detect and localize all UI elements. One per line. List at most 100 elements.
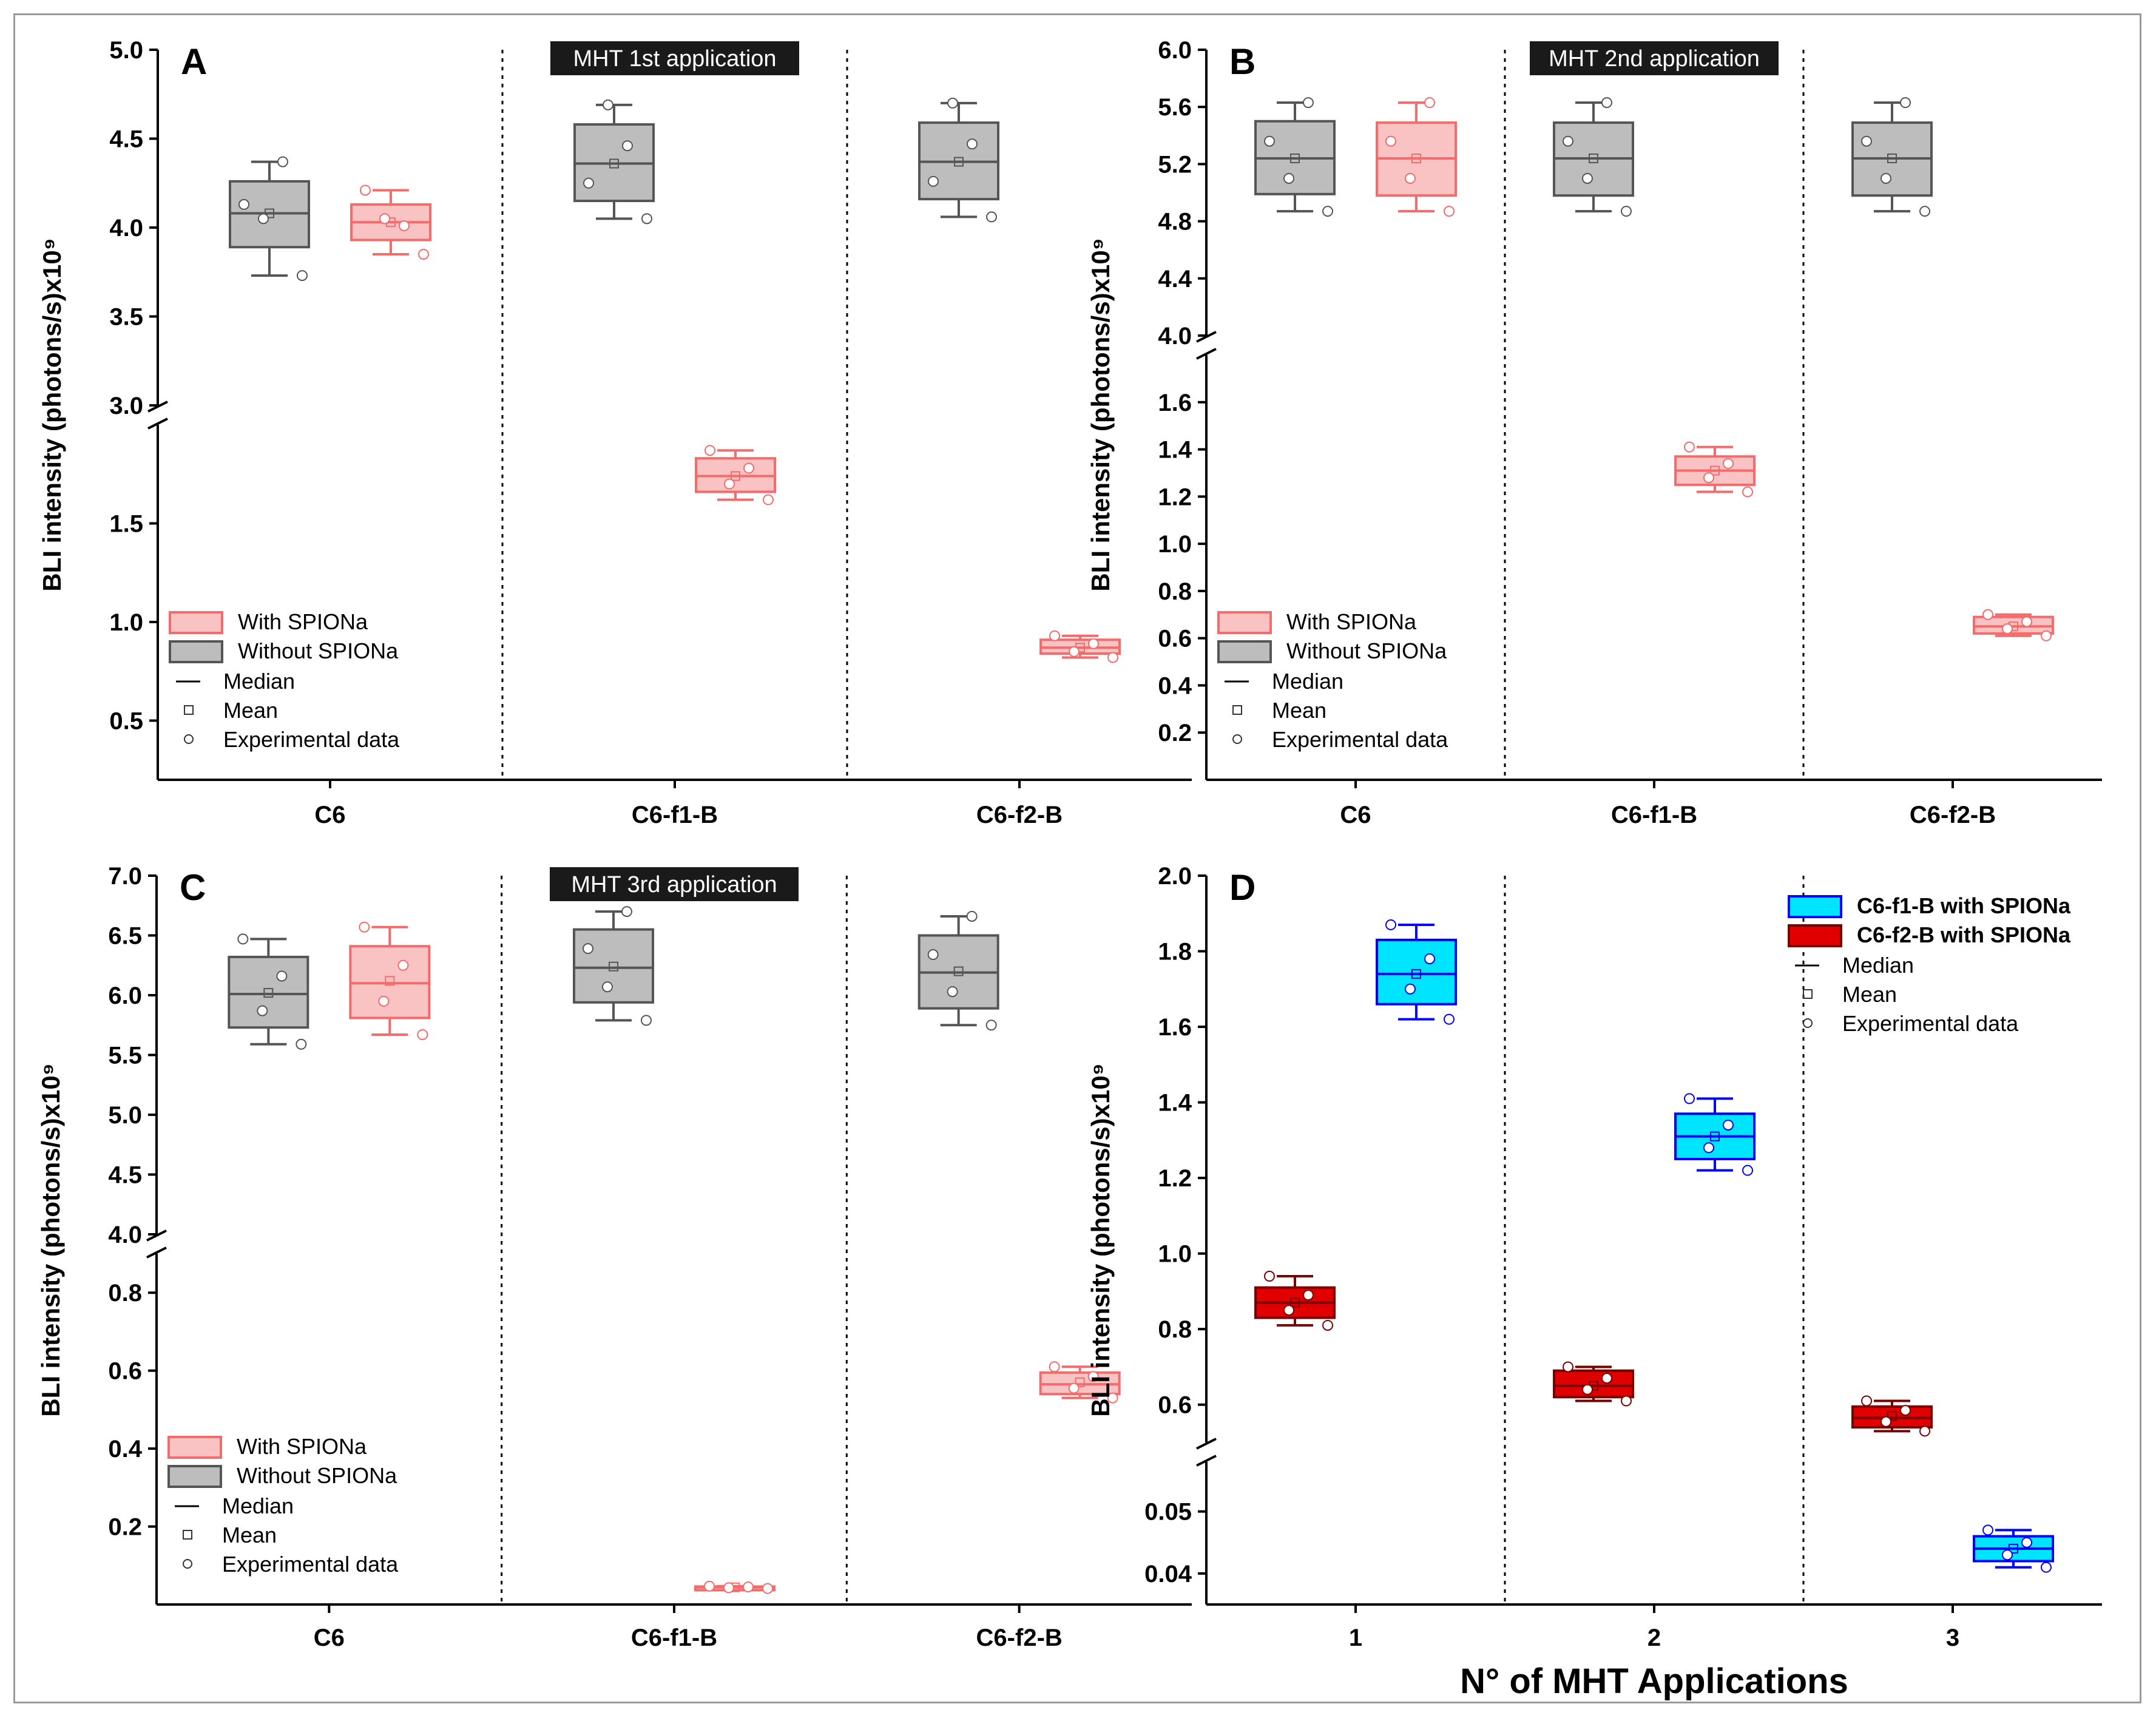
data-point [1621, 1395, 1632, 1407]
data-point [1283, 172, 1294, 184]
legend-label: Experimental data [1272, 727, 1448, 752]
data-point [1088, 638, 1099, 649]
box-C6-f1-B-gray [573, 906, 654, 1026]
application-label-box [1530, 41, 1779, 75]
box-C6-f2-B-red [1039, 630, 1121, 663]
data-point [583, 177, 594, 189]
data-point [379, 213, 390, 225]
data-point [1264, 1271, 1275, 1282]
mean-marker [954, 157, 964, 167]
y-tick-label: 4.0 [1158, 323, 1192, 350]
application-label: MHT 2nd application [1549, 46, 1760, 72]
mean-marker [265, 208, 274, 218]
data-point [1881, 172, 1891, 184]
legend-label: Mean [222, 1523, 277, 1547]
y-tick-label: 0.8 [108, 1280, 142, 1307]
x-tick-label: C6-f1-B [632, 802, 718, 828]
data-point [378, 995, 390, 1007]
legend-swatch [169, 640, 223, 663]
box-iqr [573, 928, 654, 1004]
y-tick-label: 7.0 [108, 863, 142, 890]
data-point [1087, 1371, 1099, 1382]
data-point [967, 138, 978, 150]
box-C6-gray [228, 933, 309, 1050]
x-tick-label: 1 [1349, 1625, 1362, 1651]
y-tick-label: 1.6 [1158, 390, 1192, 416]
data-point [1703, 472, 1714, 484]
mean-marker [1411, 153, 1421, 163]
data-point [1982, 1524, 1993, 1536]
box-C6-f2-B-gray [917, 910, 999, 1031]
mean-marker [2009, 1544, 2018, 1554]
y-tick-label: 5.0 [109, 37, 143, 64]
y-tick-label: 4.4 [1158, 266, 1192, 292]
data-point [359, 921, 370, 933]
data-point [1107, 1392, 1118, 1404]
panel-letter: A [181, 41, 207, 82]
x-tick-label: C6-f2-B [976, 1625, 1063, 1651]
legend-point-marker [1803, 1018, 1813, 1028]
mean-marker [953, 966, 964, 976]
panel-c: 4.0 4.5 5.0 5.5 6.0 6.5 7.0 0.2 0.4 0.6 0.8 C6 C6-f1… [36, 863, 1192, 1651]
data-point [399, 220, 410, 232]
panel-letter: B [1229, 41, 1255, 82]
legend-mean-marker [1803, 989, 1813, 999]
mean-marker [731, 471, 740, 481]
axis-break-mark [1196, 1455, 1217, 1467]
y-tick-label: 0.8 [1158, 578, 1192, 605]
y-tick-label: 0.2 [108, 1514, 142, 1541]
data-point [1303, 97, 1314, 109]
data-point [641, 1015, 652, 1026]
data-point [1684, 441, 1695, 453]
x-tick-label: C6 [314, 802, 345, 828]
y-tick-label: 4.8 [1158, 209, 1192, 235]
y-tick-label: 6.0 [1158, 37, 1192, 64]
data-point [966, 910, 978, 922]
data-point [1723, 458, 1734, 469]
legend-point-marker [183, 1559, 192, 1569]
legend-swatch [1217, 611, 1272, 634]
data-point [1405, 983, 1416, 995]
data-point [1684, 1093, 1695, 1104]
box-C6-red [350, 184, 431, 260]
legend-swatch [1788, 924, 1842, 947]
data-point [986, 211, 997, 223]
axis-break-mark [1196, 1438, 1217, 1450]
data-point [947, 97, 958, 109]
data-point [297, 270, 308, 282]
legend-swatch [167, 1465, 222, 1488]
data-point [603, 99, 613, 110]
data-point [1723, 1119, 1734, 1131]
data-point [1563, 135, 1573, 147]
data-point [1563, 1361, 1573, 1373]
legend-label: C6-f1-B with SPIONa [1857, 893, 2071, 918]
panel-b: 4.0 4.4 4.8 5.2 5.6 6.0 0.2 0.4 0.6 0.8 1.0 1.2 1.4 1… [1086, 37, 2102, 828]
y-tick-label: 4.5 [109, 126, 143, 153]
data-point [2021, 616, 2032, 627]
data-point [258, 213, 269, 225]
data-point [417, 1029, 428, 1041]
data-point [602, 981, 613, 993]
box-C6-f1-B-red [694, 1580, 776, 1594]
y-tick-label: 6.0 [108, 982, 142, 1009]
x-tick-label: C6-f2-B [976, 802, 1063, 828]
legend-swatch [169, 611, 223, 634]
data-point [743, 462, 754, 474]
y-tick-label: 4.0 [109, 215, 143, 242]
data-point [277, 156, 288, 167]
data-point [2041, 630, 2052, 641]
legend-label: C6-f2-B with SPIONa [1857, 922, 2071, 947]
box-1-darkred [1254, 1271, 1336, 1331]
data-point [1049, 1361, 1060, 1373]
data-point [2002, 623, 2013, 635]
data-point [621, 906, 632, 918]
x-tick-label: C6 [1340, 802, 1371, 828]
data-point [928, 175, 939, 187]
data-point [1861, 1395, 1872, 1407]
mean-marker [1589, 153, 1598, 163]
application-label: MHT 3rd application [571, 872, 777, 898]
legend: With SPIONa Without SPIONa Median Mean Exper… [167, 1434, 399, 1577]
data-point [238, 198, 249, 210]
legend-label: Without SPIONa [238, 638, 399, 663]
